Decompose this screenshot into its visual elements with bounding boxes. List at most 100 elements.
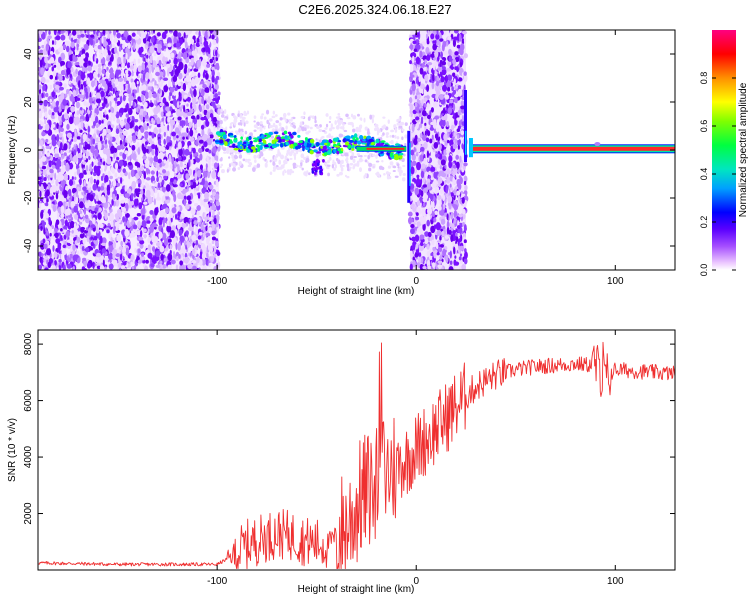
noise-cell [80, 121, 84, 129]
noise-cell [172, 139, 176, 148]
noise-cell [206, 252, 209, 258]
noise-cell [140, 94, 145, 102]
noise-cell [215, 200, 220, 207]
noise-cell [83, 229, 89, 234]
noise-cell [140, 208, 146, 216]
noise-cell [44, 111, 48, 119]
noise-cell [186, 240, 191, 249]
noise-cell [43, 100, 48, 107]
noise-cell [432, 40, 437, 44]
noise-cell [98, 242, 101, 251]
noise-cell [49, 193, 53, 197]
noise-cell [87, 65, 92, 72]
noise-cell [133, 89, 138, 94]
noise-cell [131, 180, 137, 188]
noise-cell [39, 159, 43, 168]
noise-cell [48, 216, 51, 225]
noise-cell [157, 74, 161, 83]
noise-cell [449, 250, 452, 259]
noise-cell [160, 146, 166, 152]
noise-cell [51, 66, 55, 72]
noise-cell [429, 138, 433, 144]
noise-cell [185, 119, 189, 127]
noise-cell [63, 83, 67, 89]
noise-cell [136, 80, 139, 85]
noise-cell [83, 43, 89, 51]
noise-cell [136, 131, 142, 140]
noise-cell [169, 177, 174, 183]
noise-cell [191, 50, 196, 56]
noise-cell [197, 235, 202, 240]
noise-cell [81, 89, 85, 96]
noise-cell [82, 186, 87, 191]
noise-cell [170, 52, 175, 59]
noise-cell [74, 240, 78, 245]
noise-cell [179, 235, 184, 243]
noise-cell [124, 150, 129, 155]
noise-cell [114, 78, 119, 86]
noise-cell [170, 119, 176, 126]
noise-cell [200, 242, 206, 251]
noise-cell [185, 173, 190, 180]
noise-cell [94, 149, 99, 157]
noise-cell [142, 228, 147, 233]
noise-cell [89, 176, 93, 185]
noise-cell [212, 209, 215, 217]
noise-cell [55, 219, 60, 226]
noise-cell [202, 71, 206, 79]
noise-cell [153, 198, 156, 206]
noise-cell [155, 196, 162, 201]
noise-cell [153, 155, 159, 163]
noise-cell [113, 104, 119, 113]
noise-cell [122, 261, 127, 266]
noise-cell [113, 97, 118, 102]
noise-cell [166, 170, 170, 177]
noise-cell [143, 121, 146, 130]
noise-cell [154, 207, 159, 216]
noise-cell [143, 171, 146, 179]
noise-cell [166, 63, 171, 69]
noise-cell [95, 194, 99, 202]
noise-cell [96, 168, 101, 177]
noise-cell [45, 92, 49, 98]
noise-cell [141, 62, 146, 71]
noise-cell [88, 155, 91, 161]
noise-cell [83, 100, 87, 106]
noise-cell [108, 68, 114, 74]
noise-cell [446, 67, 452, 72]
noise-cell [165, 106, 170, 112]
noise-cell [421, 99, 424, 107]
noise-cell [409, 250, 413, 259]
noise-cell [181, 164, 187, 169]
noise-cell [46, 235, 50, 239]
noise-cell [69, 162, 73, 170]
noise-cell [177, 206, 180, 211]
noise-cell [186, 127, 189, 133]
noise-cell [118, 246, 124, 251]
noise-cell [199, 105, 202, 113]
noise-cell [162, 220, 165, 228]
noise-cell [63, 190, 68, 199]
noise-cell [169, 106, 173, 112]
noise-cell [109, 32, 113, 41]
noise-cell [38, 45, 41, 50]
noise-cell [205, 104, 210, 110]
noise-cell [144, 131, 149, 140]
noise-cell [450, 145, 453, 151]
noise-cell [188, 180, 191, 186]
noise-cell [89, 163, 92, 172]
noise-cell [185, 203, 190, 210]
noise-cell [57, 47, 63, 53]
noise-cell [165, 184, 171, 192]
noise-cell [140, 256, 146, 261]
noise-cell [177, 242, 181, 251]
noise-cell [193, 189, 197, 197]
noise-cell [454, 232, 458, 237]
noise-cell [193, 54, 199, 62]
noise-cell [463, 180, 467, 186]
noise-cell [117, 57, 120, 65]
noise-cell [80, 33, 85, 38]
noise-cell [82, 232, 85, 238]
noise-cell [104, 143, 108, 149]
noise-cell [459, 47, 464, 56]
